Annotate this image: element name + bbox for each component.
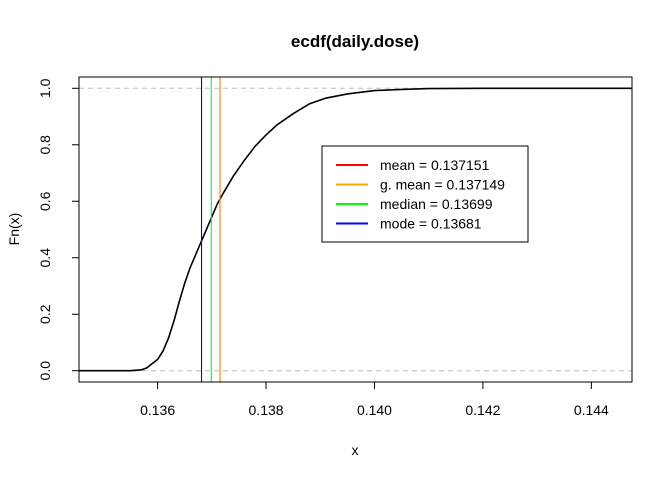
y-tick-label: 0.6 <box>37 191 53 211</box>
x-tick-label: 0.140 <box>357 402 392 418</box>
ecdf-series <box>79 87 632 372</box>
y-tick-label: 0.8 <box>37 135 53 155</box>
legend: mean = 0.137151 g. mean = 0.137149 median … <box>321 145 529 243</box>
stat-lines <box>200 77 221 382</box>
y-axis-label: Fn(x) <box>6 213 22 246</box>
x-tick-label: 0.144 <box>574 402 609 418</box>
chart-title: ecdf(daily.dose) <box>291 32 419 51</box>
y-tick-label: 1.0 <box>37 78 53 98</box>
ecdf-line <box>79 87 632 372</box>
x-tick-label: 0.142 <box>465 402 500 418</box>
legend-box <box>321 145 529 243</box>
legend-label-mean: mean = 0.137151 <box>380 157 490 173</box>
x-axis: 0.136 0.138 0.140 0.142 0.144 <box>140 381 609 418</box>
y-tick-label: 0.2 <box>37 304 53 324</box>
y-tick-label: 0.4 <box>37 248 53 268</box>
legend-label-mode: mode = 0.13681 <box>380 216 482 232</box>
y-axis: 0.0 0.2 0.4 0.6 0.8 1.0 <box>37 78 80 381</box>
y-tick-label: 0.0 <box>37 361 53 381</box>
x-tick-label: 0.136 <box>140 402 175 418</box>
x-tick-label: 0.138 <box>249 402 284 418</box>
legend-label-median: median = 0.13699 <box>380 196 493 212</box>
legend-label-geometric-mean: g. mean = 0.137149 <box>380 177 505 193</box>
x-axis-label: x <box>352 442 359 458</box>
